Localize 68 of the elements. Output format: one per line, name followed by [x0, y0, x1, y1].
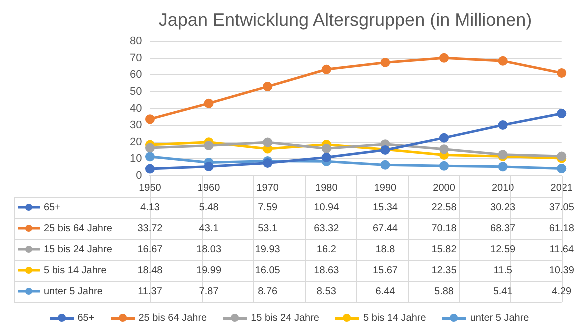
data-label: 10.39 [549, 265, 575, 276]
legend-label: unter 5 Jahre [44, 286, 104, 298]
y-tick-label: 10 [130, 153, 142, 166]
data-label: 19.99 [196, 265, 222, 276]
x-tick-label: 2000 [433, 182, 456, 194]
text: unter 5 Jahre [470, 312, 530, 324]
y-tick-label: 40 [130, 102, 142, 115]
data-label: 18.48 [138, 265, 164, 276]
data-label: 63.32 [314, 223, 340, 234]
data-label: 11.5 [494, 265, 513, 276]
legend-label: 25 bis 64 Jahre [44, 223, 113, 234]
data-label: 18.03 [196, 244, 222, 256]
data-label: 10.94 [314, 202, 340, 214]
data-label: 12.59 [490, 244, 516, 256]
y-tick-label: 20 [130, 136, 142, 148]
x-tick-label: 1960 [198, 182, 221, 194]
text: 25 bis 64 Jahre [138, 312, 208, 324]
x-tick-label: 2010 [492, 182, 515, 194]
data-label: 8.76 [258, 286, 278, 298]
data-label: 7.87 [199, 286, 220, 298]
data-label: 37.05 [549, 202, 575, 214]
data-label: 61.18 [549, 223, 575, 234]
data-label: 5.41 [493, 286, 514, 298]
data-label: 5.88 [434, 286, 454, 298]
data-label: 11.64 [550, 244, 574, 256]
text: 65+ [78, 312, 95, 324]
data-label: 7.59 [258, 202, 278, 214]
text: 15 bis 24 Jahre [251, 312, 320, 324]
x-tick-label: 2021 [550, 182, 574, 194]
data-label: 30.23 [490, 202, 516, 214]
data-label: 11.37 [138, 286, 163, 298]
x-tick-label: 1990 [374, 182, 398, 194]
data-label: 33.72 [138, 223, 164, 234]
data-label: 16.67 [138, 244, 164, 256]
y-tick-label: 80 [130, 36, 142, 48]
data-label: 15.67 [372, 265, 398, 276]
y-tick-label: 50 [130, 86, 142, 98]
data-label: 18.63 [314, 265, 340, 276]
data-label: 12.35 [432, 265, 458, 276]
data-label: 15.82 [432, 244, 458, 256]
y-tick-label: 30 [130, 120, 142, 132]
data-label: 70.18 [432, 223, 458, 234]
y-tick-label: 70 [130, 52, 142, 64]
data-label: 15.34 [372, 202, 398, 214]
data-label: 5.48 [199, 202, 220, 214]
data-label: 43.1 [199, 223, 220, 234]
data-label: 4.13 [140, 202, 160, 214]
data-label: 6.44 [376, 286, 396, 298]
data-label: 67.44 [372, 223, 398, 234]
text: 5 bis 14 Jahre [363, 312, 426, 324]
y-tick-label: 0 [136, 170, 142, 182]
legend-label: 5 bis 14 Jahre [44, 265, 108, 276]
data-label: 16.05 [255, 265, 281, 276]
data-label: 22.58 [432, 202, 458, 214]
legend-label: 65+ [44, 202, 62, 214]
legend-label: 15 bis 24 Jahre [44, 244, 113, 256]
data-label: 68.37 [490, 223, 516, 234]
x-tick-label: 1970 [256, 182, 280, 194]
data-label: 18.8 [376, 244, 396, 256]
data-label: 8.53 [316, 286, 337, 298]
data-label: 53.1 [258, 223, 278, 234]
x-tick-label: 1950 [139, 182, 162, 194]
data-label: 19.93 [255, 244, 281, 256]
y-tick-label: 60 [130, 69, 142, 82]
x-tick-label: 1980 [316, 182, 338, 194]
data-label: 16.2 [316, 244, 337, 256]
data-label: 4.29 [552, 286, 572, 298]
chart-title: Japan Entwicklung Altersgruppen (in Millionen) [158, 10, 532, 30]
